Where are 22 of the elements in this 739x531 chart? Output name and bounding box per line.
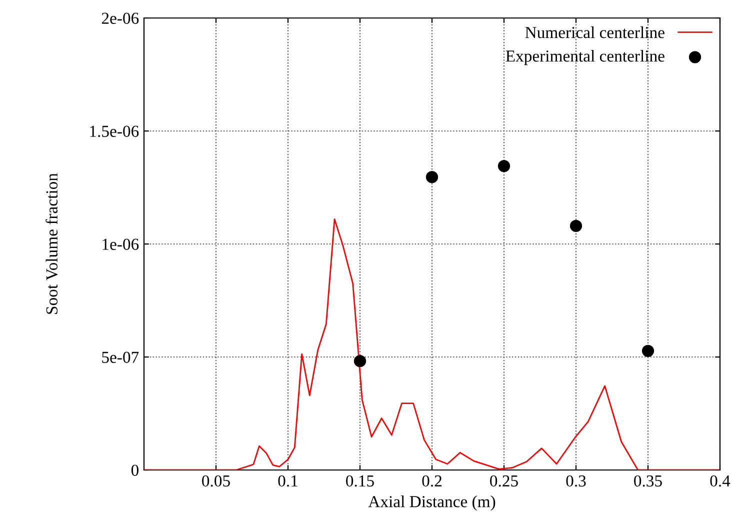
y-tick-label: 1e-06 — [102, 238, 139, 250]
x-tick-label: 0.25 — [490, 475, 518, 487]
x-tick-label: 0.2 — [422, 475, 442, 487]
legend-label: Numerical centerline — [525, 26, 664, 38]
y-axis-title: Soot Volume fraction — [46, 173, 58, 314]
point — [426, 171, 438, 184]
y-tick-label: 5e-07 — [102, 352, 139, 363]
point — [354, 354, 366, 368]
point — [570, 220, 582, 232]
legend-label: Experimental centerline — [506, 50, 664, 66]
y-tick-label: 1.5e-06 — [90, 126, 139, 138]
y-tick-label: 0 — [131, 464, 139, 476]
x-tick-label: 0.35 — [634, 475, 662, 487]
x-tick-label: 0.1 — [278, 475, 298, 487]
x-tick-label: 0.05 — [202, 475, 230, 487]
x-tick-label: 0.3 — [566, 475, 586, 487]
x-tick-label: 0.4 — [710, 475, 730, 487]
point — [498, 160, 510, 172]
x-axis-title: Axial Distance (m) — [368, 496, 496, 511]
point — [642, 344, 654, 357]
x-tick-label: 0.15 — [346, 475, 374, 487]
y-tick-label: 2e-06 — [102, 12, 139, 24]
